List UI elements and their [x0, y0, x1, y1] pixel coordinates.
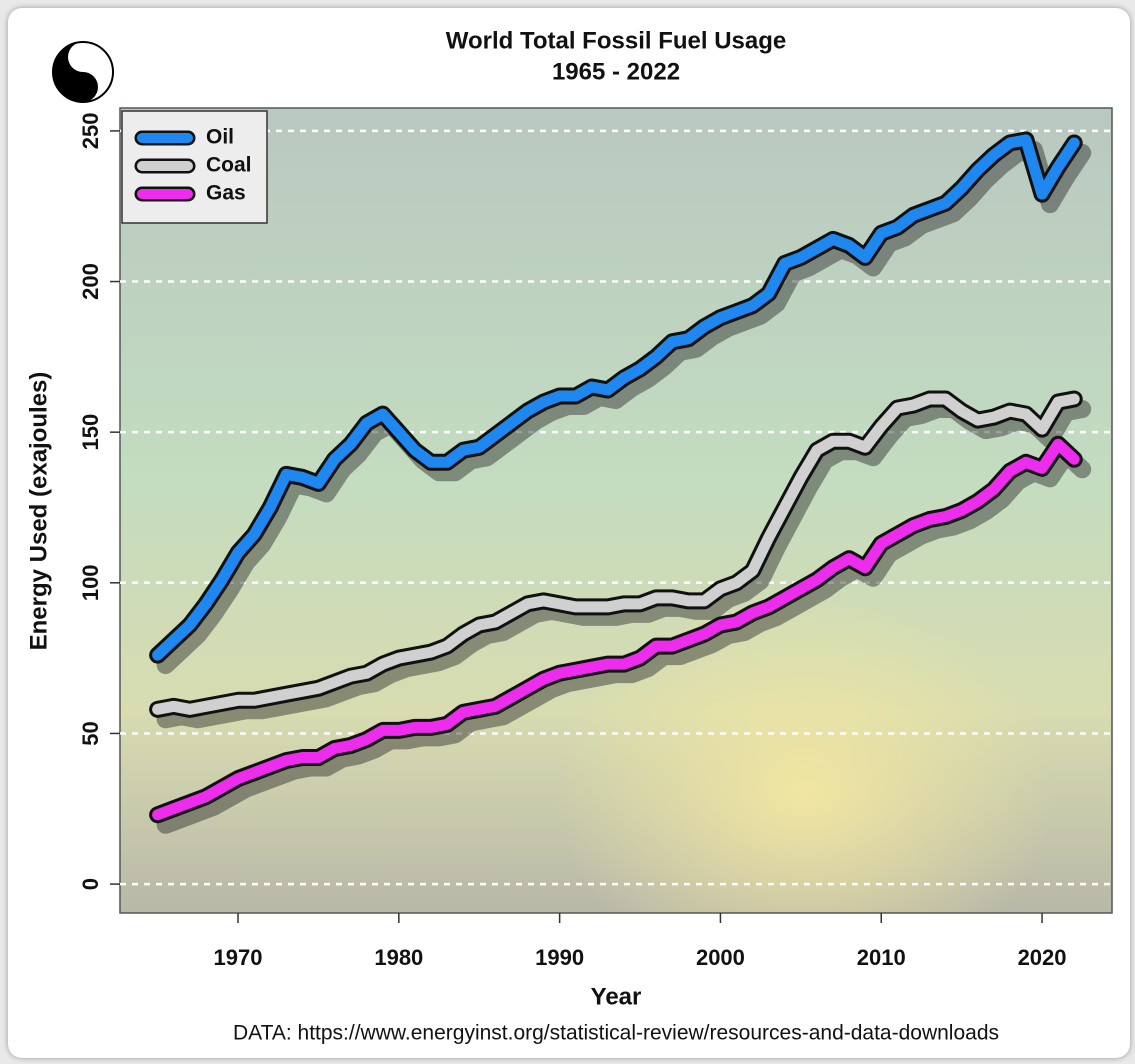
y-tick-label: 0	[78, 878, 103, 890]
x-tick-label: 2000	[696, 945, 745, 970]
legend-label: Oil	[206, 126, 234, 149]
x-axis-label: Year	[591, 983, 642, 1010]
series-shadow	[156, 400, 1092, 729]
y-axis-label: Energy Used (exajoules)	[25, 372, 52, 651]
x-tick-label: 1980	[374, 945, 423, 970]
y-tick-label: 200	[78, 263, 103, 300]
y-tick-label: 250	[78, 113, 103, 150]
chart-title: World Total Fossil Fuel Usage	[446, 27, 787, 54]
series-line	[152, 134, 1080, 661]
plot-frame	[119, 107, 1113, 914]
legend-label: Coal	[206, 154, 252, 177]
y-tick-label: 150	[78, 414, 103, 451]
x-tick-label: 2020	[1018, 945, 1067, 970]
series-line	[152, 438, 1080, 821]
legend-label: Gas	[206, 182, 246, 205]
source-note: DATA: https://www.energyinst.org/statist…	[233, 1022, 999, 1045]
series-line	[152, 393, 1080, 715]
y-tick-label: 50	[78, 721, 103, 745]
x-tick-label: 1990	[535, 945, 584, 970]
x-tick-label: 2010	[857, 945, 906, 970]
y-tick-label: 100	[78, 564, 103, 601]
chart-subtitle: 1965 - 2022	[552, 58, 680, 85]
series-shadow	[156, 445, 1092, 834]
x-tick-label: 1970	[214, 945, 263, 970]
logo	[52, 41, 114, 103]
